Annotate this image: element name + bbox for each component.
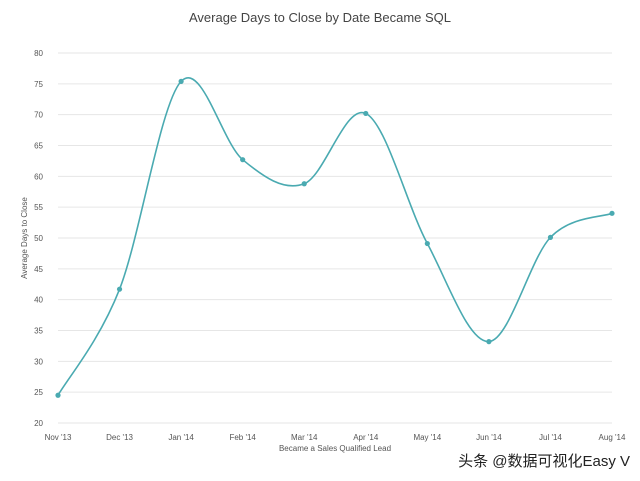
data-point bbox=[116, 286, 123, 292]
x-axis-ticks: Nov '13 Dec '13 Jan '14 Feb '14 Mar '14 Apr '… bbox=[45, 433, 626, 442]
y-tick-label: 70 bbox=[34, 111, 43, 120]
x-axis-title: Became a Sales Qualified Lead bbox=[279, 444, 391, 453]
y-axis-title: Average Days to Close bbox=[20, 197, 29, 279]
x-tick-label: Dec '13 bbox=[106, 433, 133, 442]
x-tick-label: Mar '14 bbox=[291, 433, 318, 442]
x-tick-label: Jun '14 bbox=[476, 433, 502, 442]
x-tick-label: Jul '14 bbox=[539, 433, 562, 442]
y-tick-label: 80 bbox=[34, 49, 43, 58]
watermark-text: 头条 @数据可视化Easy V bbox=[458, 453, 630, 470]
y-tick-label: 30 bbox=[34, 357, 43, 366]
x-tick-label: Feb '14 bbox=[229, 433, 256, 442]
data-point bbox=[178, 78, 184, 84]
data-point bbox=[363, 110, 369, 117]
chart-title: Average Days to Close by Date Became SQL bbox=[189, 10, 451, 25]
x-tick-label: Jan '14 bbox=[168, 433, 194, 442]
y-tick-label: 75 bbox=[34, 80, 43, 89]
x-tick-label: May '14 bbox=[413, 433, 441, 442]
y-tick-label: 50 bbox=[34, 234, 43, 243]
y-tick-label: 40 bbox=[34, 296, 43, 305]
series-group bbox=[55, 77, 615, 398]
data-point bbox=[424, 240, 430, 247]
x-tick-label: Aug '14 bbox=[599, 433, 626, 442]
data-point bbox=[486, 339, 492, 345]
y-tick-label: 35 bbox=[34, 327, 43, 336]
data-point bbox=[301, 181, 307, 187]
y-tick-label: 65 bbox=[34, 142, 43, 151]
data-point bbox=[55, 392, 61, 398]
x-tick-label: Apr '14 bbox=[353, 433, 379, 442]
y-tick-label: 60 bbox=[34, 172, 43, 181]
data-point bbox=[547, 234, 554, 240]
y-tick-label: 45 bbox=[34, 265, 43, 274]
x-tick-label: Nov '13 bbox=[45, 433, 72, 442]
gridlines bbox=[58, 52, 612, 424]
y-axis-ticks: 20 25 30 35 40 45 50 55 60 65 70 75 80 bbox=[34, 49, 43, 428]
y-tick-label: 25 bbox=[34, 388, 43, 397]
y-tick-label: 55 bbox=[34, 203, 43, 212]
y-tick-label: 20 bbox=[34, 419, 43, 428]
data-point bbox=[240, 157, 246, 163]
series-line bbox=[57, 77, 613, 396]
data-point bbox=[609, 210, 615, 216]
